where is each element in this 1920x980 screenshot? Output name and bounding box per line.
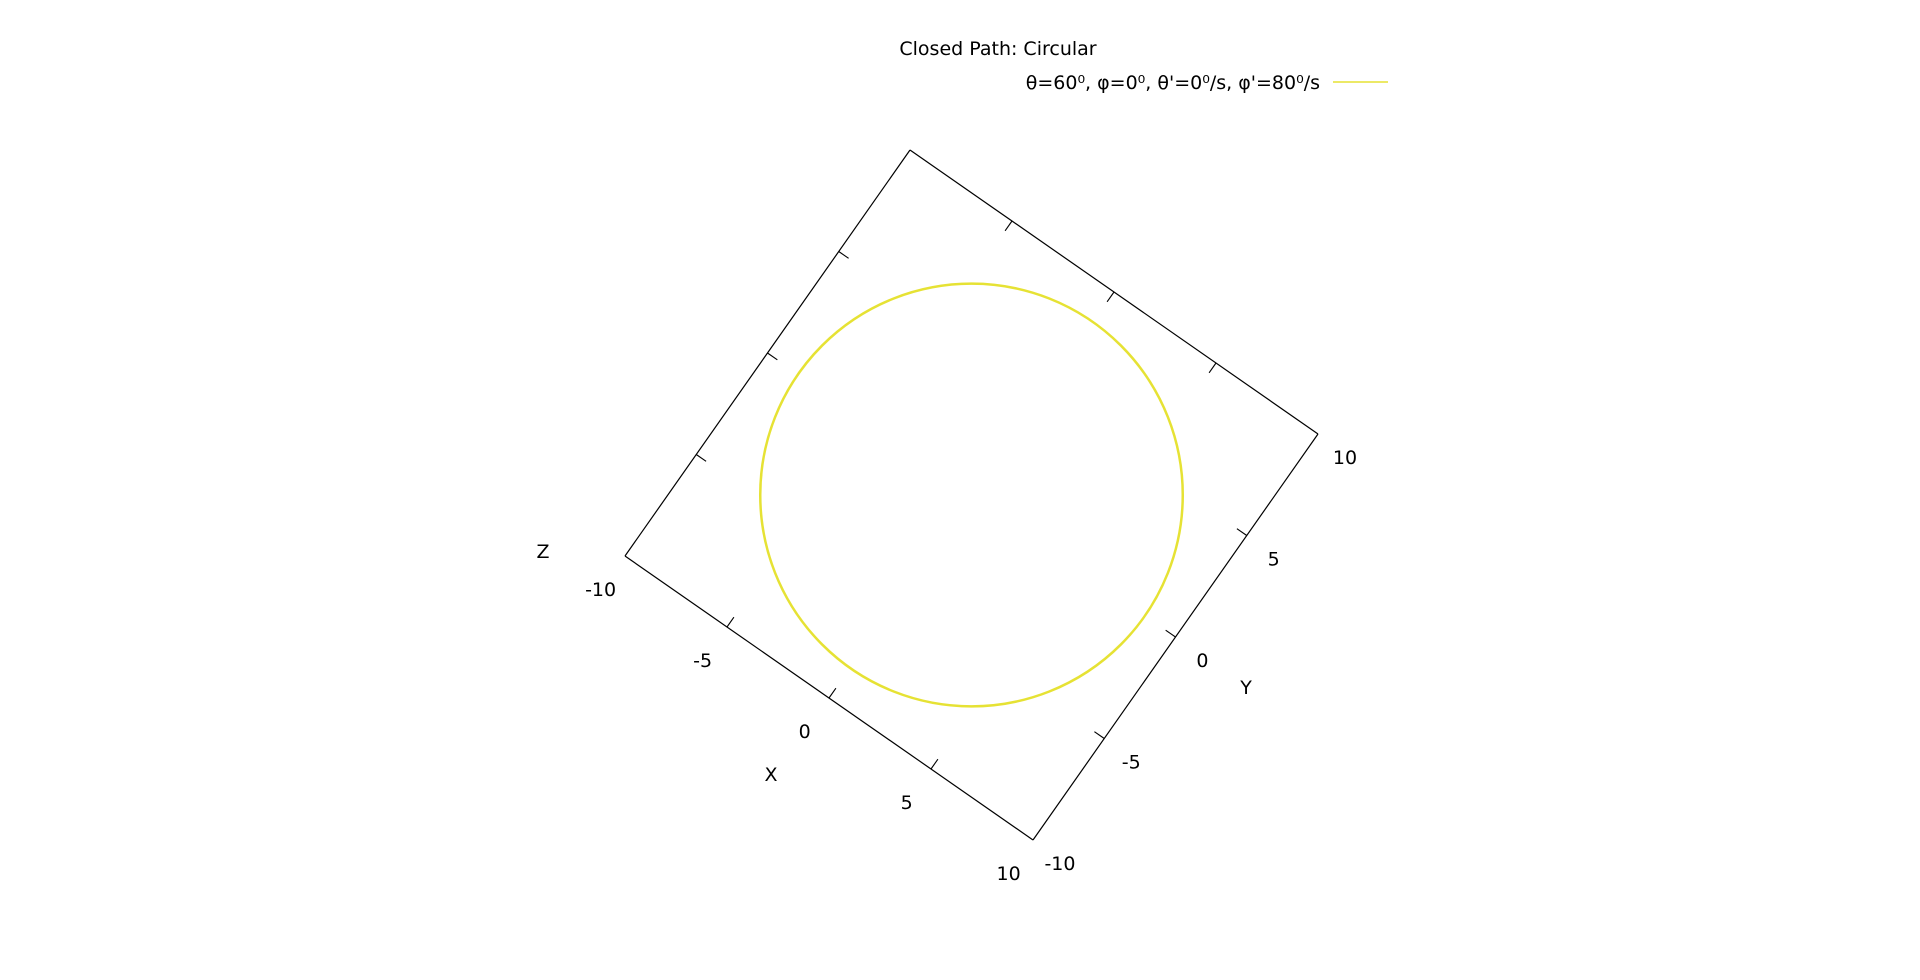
- y-tick-mark-far: [838, 251, 849, 259]
- x-tick-label: 0: [799, 721, 811, 743]
- x-tick-mark-far: [1004, 220, 1013, 232]
- plot-frame: [624, 149, 1319, 841]
- x-tick-mark: [726, 616, 735, 628]
- x-tick-mark: [930, 758, 939, 770]
- legend-entry-label: θ=60⁰, φ=0⁰, θ'=0⁰/s, φ'=80⁰/s: [1026, 72, 1320, 94]
- chart-title: Closed Path: Circular: [899, 38, 1096, 60]
- x-tick-mark-far: [1106, 291, 1115, 303]
- axis-tick-labels: -10 -5 0 5 10 -10 -5 0 5 10: [585, 447, 1357, 885]
- x-tick-label: 10: [997, 863, 1021, 885]
- z-axis-label: Z: [536, 541, 549, 563]
- y-tick-label: 0: [1196, 650, 1208, 672]
- x-tick-mark-far: [1208, 362, 1217, 374]
- x-tick-label: -5: [693, 650, 712, 672]
- y-tick-label: 5: [1268, 548, 1280, 570]
- axis-ticks: [695, 220, 1248, 770]
- y-tick-label: -10: [1044, 853, 1075, 875]
- x-axis-label: X: [764, 764, 777, 786]
- x-tick-label: -10: [585, 579, 616, 601]
- x-tick-label: 5: [901, 792, 913, 814]
- y-tick-label: 10: [1333, 447, 1357, 469]
- y-tick-mark: [1236, 528, 1248, 536]
- x-tick-mark: [828, 687, 837, 699]
- y-tick-mark-far: [695, 454, 707, 462]
- y-tick-mark-far: [767, 352, 778, 361]
- y-tick-label: -5: [1122, 751, 1141, 773]
- y-tick-mark: [1094, 731, 1105, 739]
- y-tick-mark: [1165, 629, 1176, 638]
- series-circle-path: [758, 282, 1185, 708]
- legend: θ=60⁰, φ=0⁰, θ'=0⁰/s, φ'=80⁰/s: [1026, 72, 1388, 94]
- y-axis-label: Y: [1239, 677, 1252, 699]
